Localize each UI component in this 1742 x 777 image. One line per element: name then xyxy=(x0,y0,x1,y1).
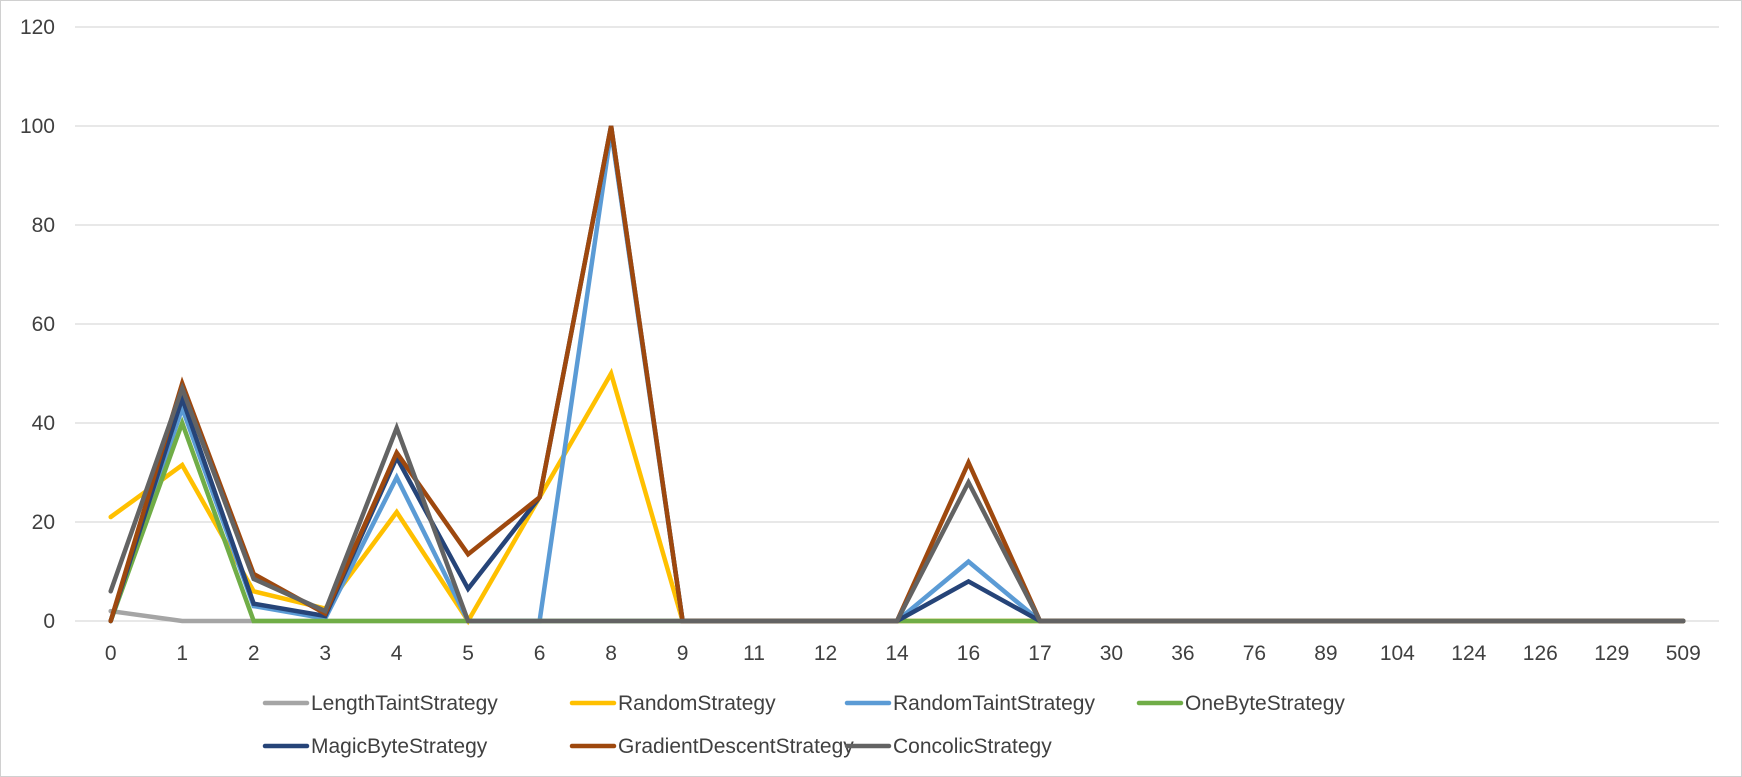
x-tick-label: 1 xyxy=(176,642,188,665)
x-tick-label: 0 xyxy=(105,642,117,665)
x-tick-label: 14 xyxy=(885,642,909,665)
y-tick-label: 40 xyxy=(32,412,55,435)
x-tick-label: 3 xyxy=(319,642,331,665)
series-line-RandomStrategy xyxy=(108,367,1686,626)
x-tick-label: 16 xyxy=(957,642,980,665)
x-tick-label: 2 xyxy=(248,642,260,665)
legend-label: MagicByteStrategy xyxy=(311,735,488,758)
x-tick-label: 11 xyxy=(743,642,765,665)
y-tick-label: 0 xyxy=(43,610,55,633)
y-tick-label: 20 xyxy=(32,511,55,534)
x-tick-label: 509 xyxy=(1666,642,1701,665)
legend-label: RandomTaintStrategy xyxy=(893,692,1095,715)
x-tick-label: 17 xyxy=(1028,642,1051,665)
x-tick-label: 89 xyxy=(1314,642,1337,665)
x-tick-label: 6 xyxy=(534,642,546,665)
x-tick-label: 9 xyxy=(677,642,689,665)
x-tick-label: 8 xyxy=(605,642,617,665)
y-axis-ticks: 0 20 40 60 80 100 120 xyxy=(20,16,55,633)
y-tick-label: 60 xyxy=(32,313,55,336)
legend-label: GradientDescentStrategy xyxy=(618,735,854,758)
x-tick-label: 30 xyxy=(1100,642,1123,665)
x-tick-label: 36 xyxy=(1171,642,1194,665)
series-line-MagicByteStrategy xyxy=(108,125,1686,624)
x-tick-label: 5 xyxy=(462,642,474,665)
x-tick-label: 124 xyxy=(1451,642,1486,665)
legend: LengthTaintStrategy RandomStrategy RandomT… xyxy=(262,692,1345,758)
x-tick-label: 129 xyxy=(1594,642,1629,665)
x-tick-label: 126 xyxy=(1523,642,1558,665)
x-tick-label: 76 xyxy=(1243,642,1266,665)
legend-label: LengthTaintStrategy xyxy=(311,692,498,715)
legend-label: ConcolicStrategy xyxy=(893,735,1052,758)
x-axis-ticks: 0 1 2 3 4 5 6 8 9 11 12 14 16 17 30 36 76 89 104 124 126 129 5… xyxy=(105,642,1701,665)
y-tick-label: 120 xyxy=(20,16,55,39)
x-tick-label: 12 xyxy=(814,642,837,665)
series-line-RandomTaintStrategy xyxy=(108,130,1686,624)
gridlines xyxy=(75,26,1719,622)
series-line-GradientDescentStrategy xyxy=(108,125,1686,624)
series-line-ConcolicStrategy xyxy=(108,381,1686,624)
y-tick-label: 100 xyxy=(20,115,55,138)
x-tick-label: 104 xyxy=(1380,642,1415,665)
series-lines xyxy=(108,125,1686,626)
legend-label: OneByteStrategy xyxy=(1185,692,1345,715)
x-tick-label: 4 xyxy=(391,642,403,665)
y-tick-label: 80 xyxy=(32,214,55,237)
legend-label: RandomStrategy xyxy=(618,692,776,715)
